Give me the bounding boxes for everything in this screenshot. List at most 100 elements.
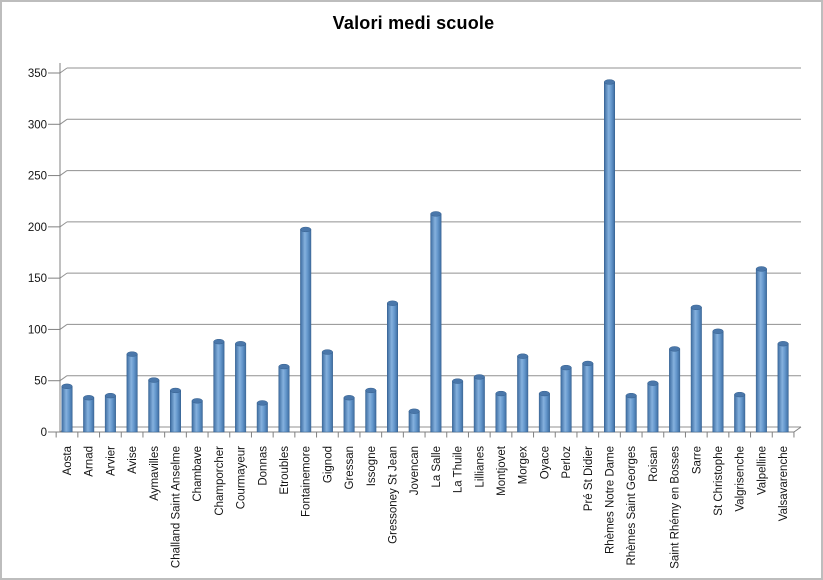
bar: [538, 393, 550, 433]
bars: [61, 79, 789, 433]
y-tick-label: 250: [28, 171, 47, 183]
bar-cap: [343, 395, 355, 401]
chart-title: Valori medi scuole: [332, 13, 495, 33]
bar-cap: [256, 400, 268, 406]
x-tick-label: Morgex: [518, 446, 530, 485]
gridline-bevel: [59, 221, 68, 228]
x-tick-label: Sarre: [691, 446, 703, 474]
bar-cap: [625, 393, 637, 399]
bar: [582, 363, 594, 433]
x-tick-label: Fontainemore: [301, 446, 313, 517]
bar-cap: [83, 395, 95, 401]
bar: [61, 386, 73, 433]
x-tick-label: Etroubles: [279, 446, 291, 495]
y-tick-label: 300: [28, 119, 47, 131]
bar-cap: [235, 341, 247, 347]
bar-cap: [300, 226, 312, 233]
x-tick-label: St Christophe: [713, 446, 725, 516]
x-tick-label: Valsavarenche: [778, 446, 790, 521]
bar-cap: [777, 341, 789, 347]
bar-cap: [213, 338, 225, 345]
bar: [430, 213, 442, 433]
bar: [343, 397, 355, 433]
bar: [777, 343, 789, 433]
bar: [387, 302, 398, 433]
x-tick-label: Gignod: [322, 446, 334, 483]
bar-cap: [126, 351, 138, 357]
x-tick-label: Saint Rhémy en Bosses: [670, 446, 682, 569]
y-tick-label: 350: [28, 68, 47, 80]
bar: [625, 395, 637, 433]
bar-cap: [560, 364, 572, 371]
bar: [83, 397, 95, 433]
bar-cap: [473, 374, 485, 380]
bar: [235, 343, 247, 433]
gridline-bevel: [59, 67, 68, 74]
bar: [669, 348, 681, 433]
y-tick-label: 150: [28, 273, 47, 285]
y-tick-label: 50: [34, 376, 47, 388]
bar-cap: [647, 380, 659, 386]
x-tick-label: Jovencan: [409, 446, 421, 495]
bar-cap: [408, 408, 420, 414]
x-axis-labels: Aosta Arnad Arvier Avise Aymavilles Challand …: [62, 445, 790, 569]
y-axis-labels: 0 50 100 150 200 250 300 350: [28, 68, 47, 439]
x-tick-label: Arnad: [84, 446, 96, 477]
bar-cap: [191, 398, 203, 404]
bar-cap: [365, 387, 377, 394]
x-tick-label: Avise: [127, 446, 139, 474]
bar-cap: [517, 353, 529, 359]
bar-cap: [755, 266, 767, 272]
bar-cap: [734, 391, 746, 398]
bar: [104, 395, 116, 433]
bar: [495, 393, 507, 433]
y-tick-label: 100: [28, 324, 47, 336]
bar-cap: [452, 378, 464, 384]
bar: [755, 268, 767, 433]
bar-cap: [495, 390, 507, 397]
bar-cap: [604, 79, 615, 85]
bar: [213, 341, 225, 433]
bar: [126, 353, 138, 433]
x-tick-label: Aymavilles: [149, 446, 161, 501]
x-tick-label: La Thuile: [453, 446, 465, 493]
bar-cap: [278, 363, 290, 370]
bar-cap: [61, 383, 73, 389]
bar-cap: [387, 300, 398, 306]
x-tick-label: Aosta: [62, 445, 74, 475]
bar-cap: [690, 304, 702, 311]
bar-cap: [170, 387, 181, 394]
x-tick-label: Chambave: [192, 446, 204, 502]
bar: [473, 376, 485, 433]
bar: [647, 382, 659, 433]
x-tick-label: Donnas: [257, 446, 269, 486]
bar: [170, 390, 181, 433]
gridline-bevel: [59, 272, 68, 279]
y-tick-label: 0: [41, 427, 47, 439]
x-tick-label: Oyace: [539, 446, 551, 479]
bar: [560, 367, 572, 433]
gridline-bevel: [59, 324, 68, 330]
x-axis-right-bevel: [793, 426, 802, 433]
bar: [300, 229, 312, 433]
x-tick-label: Rhèmes Notre Dame: [605, 446, 617, 554]
x-tick-label: Pré St Didier: [583, 446, 595, 511]
x-tick-label: Issogne: [366, 446, 378, 486]
bar-cap: [582, 360, 594, 367]
x-tick-label: Champorcher: [214, 446, 226, 516]
bar: [712, 331, 724, 433]
bar: [517, 355, 529, 433]
bar-cap: [104, 393, 116, 399]
bar: [365, 390, 377, 433]
gridline-bevel: [59, 118, 68, 125]
x-tick-label: Courmayeur: [236, 446, 248, 509]
bar: [191, 400, 203, 433]
x-tick-label: Roisan: [648, 446, 660, 482]
gridlines: [48, 67, 801, 433]
bar: [278, 366, 290, 433]
x-tick-label: La Salle: [431, 446, 443, 488]
bar: [604, 81, 615, 433]
x-tick-label: Montjovet: [496, 445, 508, 496]
